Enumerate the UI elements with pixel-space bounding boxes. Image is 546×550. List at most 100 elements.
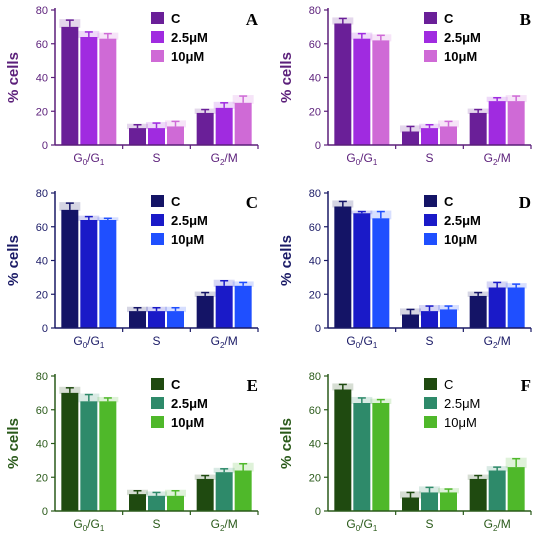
bar-c-s0-c2 xyxy=(196,295,214,328)
bar-e-s1-c0 xyxy=(80,401,98,511)
x-tick-label-part: G xyxy=(484,151,493,165)
bar-c-s1-c0 xyxy=(80,220,98,328)
y-axis-label-a: % cells xyxy=(5,52,22,103)
y-tick-label-e-0: 0 xyxy=(42,506,48,518)
bar-d-s2-c1 xyxy=(440,309,457,328)
panel-a: 0 20 40 60 80 G0/G1 S G2/M% cells A C 2.5μM 10μM xyxy=(0,0,273,183)
x-tick-label-part: /M xyxy=(224,334,237,348)
legend-swatch-d-2 xyxy=(424,233,437,245)
legend-swatch-d-1 xyxy=(424,214,437,226)
legend-swatch-c-0 xyxy=(151,195,164,207)
legend-swatch-b-0 xyxy=(424,12,437,24)
legend-swatch-d-0 xyxy=(424,195,437,207)
x-tick-label-part: /G xyxy=(360,151,373,165)
bar-a-s1-c0 xyxy=(80,37,98,145)
legend-label-c-2: 10μM xyxy=(171,232,204,247)
x-tick-label-part: S xyxy=(152,517,160,531)
x-tick-label-c-1: S xyxy=(152,334,160,348)
panel-b: 0 20 40 60 80 G0/G1 S G2/M% cells B C 2.5μM 10μM xyxy=(273,0,546,183)
x-tick-label-part: /M xyxy=(224,517,237,531)
panel-letter-d: D xyxy=(519,193,531,212)
x-tick-label-part: 1 xyxy=(373,341,378,350)
panel-letter-a: A xyxy=(246,10,259,29)
legend-label-e-2: 10μM xyxy=(171,415,204,430)
legend-label-c-0: C xyxy=(171,194,181,209)
legend-label-f-2: 10μM xyxy=(444,415,477,430)
x-tick-label-a-1: S xyxy=(152,151,160,165)
bar-b-s0-c2 xyxy=(469,112,487,145)
bar-b-s1-c0 xyxy=(353,38,371,145)
x-tick-label-part: 0 xyxy=(83,524,88,533)
x-tick-label-part: S xyxy=(425,334,433,348)
legend-swatch-f-0 xyxy=(424,378,437,390)
x-tick-label-part: 1 xyxy=(100,341,105,350)
x-tick-label-e-0: G0/G1 xyxy=(73,517,104,533)
bar-d-s0-c2 xyxy=(469,295,487,328)
bar-a-s0-c0 xyxy=(61,26,79,145)
panel-e: 0 20 40 60 80 G0/G1 S G2/M% cells E C 2.5μM 10μM xyxy=(0,366,273,549)
x-tick-label-part: G xyxy=(211,151,220,165)
y-axis-label-d: % cells xyxy=(278,235,295,286)
legend-label-b-1: 2.5μM xyxy=(444,30,481,45)
x-tick-label-part: 1 xyxy=(373,158,378,167)
legend-label-e-1: 2.5μM xyxy=(171,396,208,411)
y-tick-label-a-0: 0 xyxy=(42,140,48,152)
bar-e-s0-c2 xyxy=(196,478,214,511)
bar-e-s1-c2 xyxy=(215,472,233,511)
legend-swatch-e-2 xyxy=(151,416,164,428)
y-tick-label-c-40: 40 xyxy=(36,256,48,268)
x-tick-label-part: 2 xyxy=(220,524,225,533)
panel-letter-e: E xyxy=(247,376,258,395)
y-tick-label-f-0: 0 xyxy=(315,506,321,518)
bar-d-s0-c1 xyxy=(402,314,419,328)
bar-f-s2-c2 xyxy=(507,467,525,511)
panel-f: 0 20 40 60 80 G0/G1 S G2/M% cells F C 2.5μM 10μM xyxy=(273,366,546,549)
x-tick-label-part: /M xyxy=(224,151,237,165)
bar-d-s1-c0 xyxy=(353,213,371,328)
y-tick-label-a-80: 80 xyxy=(36,5,48,17)
x-tick-label-part: S xyxy=(425,517,433,531)
legend-swatch-b-2 xyxy=(424,50,437,62)
x-tick-label-part: 2 xyxy=(493,158,498,167)
panel-letter-c: C xyxy=(246,193,258,212)
y-tick-label-f-60: 60 xyxy=(309,405,321,417)
bar-f-s1-c1 xyxy=(421,492,438,511)
legend-label-a-2: 10μM xyxy=(171,49,204,64)
bar-c-s2-c0 xyxy=(99,220,117,328)
legend-label-a-0: C xyxy=(171,11,181,26)
bar-a-s2-c0 xyxy=(99,38,117,145)
x-tick-label-part: G xyxy=(346,151,355,165)
bar-b-s2-c2 xyxy=(507,101,525,145)
x-tick-label-part: 1 xyxy=(373,524,378,533)
bar-c-s1-c2 xyxy=(215,285,233,328)
bar-f-s1-c2 xyxy=(488,470,506,511)
y-tick-label-e-20: 20 xyxy=(36,472,48,484)
bar-a-s1-c1 xyxy=(148,128,165,145)
bar-f-s2-c1 xyxy=(440,492,457,511)
bar-c-s2-c2 xyxy=(234,285,252,328)
x-tick-label-part: 0 xyxy=(356,524,361,533)
panel-c: 0 20 40 60 80 G0/G1 S G2/M% cells C C 2.5μM 10μM xyxy=(0,183,273,366)
legend-swatch-a-2 xyxy=(151,50,164,62)
y-tick-label-c-20: 20 xyxy=(36,289,48,301)
bar-a-s2-c1 xyxy=(167,126,184,145)
legend-label-d-0: C xyxy=(444,194,454,209)
panel-d: 0 20 40 60 80 G0/G1 S G2/M% cells D C 2.5μM 10μM xyxy=(273,183,546,366)
legend-swatch-a-0 xyxy=(151,12,164,24)
legend-label-b-0: C xyxy=(444,11,454,26)
bar-c-s1-c1 xyxy=(148,311,165,328)
bar-d-s0-c0 xyxy=(334,206,352,328)
x-tick-label-part: /M xyxy=(497,334,510,348)
bar-c-s0-c1 xyxy=(129,311,146,328)
x-tick-label-part: /G xyxy=(87,517,100,531)
legend-swatch-f-2 xyxy=(424,416,437,428)
x-tick-label-d-0: G0/G1 xyxy=(346,334,377,350)
legend-label-f-0: C xyxy=(444,377,453,392)
x-tick-label-part: G xyxy=(73,517,82,531)
bar-e-s1-c1 xyxy=(148,495,165,511)
x-tick-label-e-1: S xyxy=(152,517,160,531)
